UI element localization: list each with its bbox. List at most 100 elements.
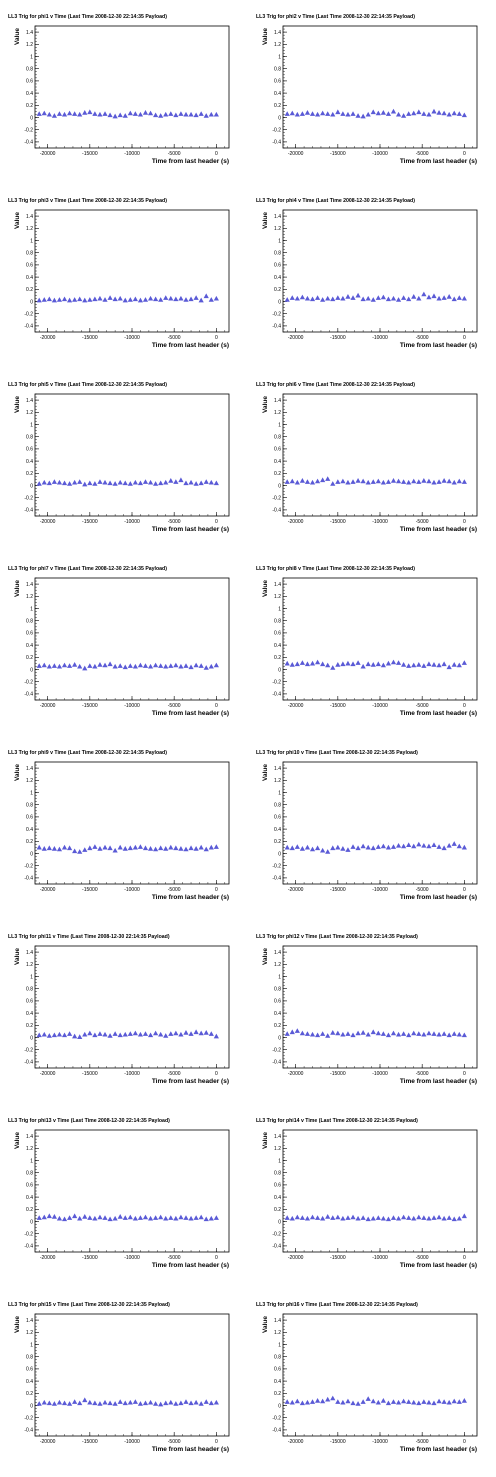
- y-tick-label: -0.4: [272, 140, 281, 146]
- y-tick-label: 0.2: [274, 287, 281, 293]
- y-tick-label: 0.6: [26, 79, 33, 85]
- y-tick-label: 0.2: [26, 1023, 33, 1029]
- x-tick-label: -15000: [330, 703, 346, 709]
- data-point: [289, 662, 295, 667]
- data-point: [365, 661, 371, 667]
- data-point: [365, 1031, 371, 1037]
- x-tick-label: -5000: [168, 151, 181, 157]
- data-point: [178, 1400, 184, 1406]
- y-tick-label: -0.2: [272, 1232, 281, 1238]
- data-point: [46, 845, 52, 851]
- data-point: [294, 661, 300, 667]
- data-point: [61, 480, 68, 486]
- x-tick-label: -10000: [124, 335, 140, 341]
- data-point: [284, 111, 290, 116]
- data-point: [375, 1215, 381, 1220]
- y-tick-label: 1.2: [26, 594, 33, 600]
- y-tick-label: 0.4: [274, 643, 281, 649]
- y-tick-label: 0.6: [26, 1367, 33, 1373]
- data-point: [385, 1400, 392, 1406]
- x-tick-label: -20000: [40, 151, 56, 157]
- y-tick-label: 0.4: [26, 1011, 33, 1017]
- x-tick-label: -10000: [372, 887, 388, 893]
- y-tick-label: 0.6: [26, 815, 33, 821]
- data-point: [451, 662, 457, 667]
- data-point: [72, 111, 78, 116]
- data-point: [390, 295, 397, 301]
- data-point: [360, 1215, 366, 1220]
- data-point: [395, 1215, 402, 1221]
- y-tick-label: 1.2: [274, 1330, 281, 1336]
- data-point: [56, 846, 63, 852]
- data-point: [193, 1215, 199, 1220]
- data-point: [203, 113, 209, 118]
- y-tick-label: 0.2: [274, 655, 281, 661]
- data-point: [431, 1031, 437, 1036]
- data-point: [51, 1032, 57, 1038]
- chart-svg: -0.4 -0.2 0 0.2 0.4 0.6 0.8 1 1.2 1.4 -20000 -15000…: [262, 209, 478, 349]
- x-tick-label: 0: [215, 703, 218, 709]
- data-point: [208, 663, 214, 669]
- data-point: [107, 112, 113, 118]
- data-point: [294, 844, 300, 849]
- data-point: [188, 296, 194, 302]
- data-point: [102, 111, 108, 116]
- y-tick-label: 0.8: [274, 251, 281, 257]
- data-point: [309, 1031, 316, 1037]
- x-tick-label: 0: [463, 519, 466, 525]
- y-tick-label: 0.4: [26, 1379, 33, 1385]
- y-tick-label: 0: [278, 1035, 281, 1041]
- data-point: [395, 1031, 402, 1037]
- data-point: [41, 1031, 47, 1037]
- data-point: [122, 846, 128, 851]
- x-axis-title: Time from last header (s): [400, 710, 477, 717]
- y-tick-label: 1: [30, 606, 33, 612]
- data-point: [66, 663, 73, 668]
- y-tick-label: -0.4: [272, 508, 281, 514]
- chart-panel: LL3 Trig for phi6 v Time (Last Time 2008…: [256, 382, 496, 557]
- data-point: [406, 296, 412, 302]
- data-point: [330, 111, 336, 117]
- data-point: [416, 295, 422, 301]
- data-point: [132, 663, 138, 669]
- y-tick-label: 1.4: [274, 950, 281, 956]
- y-tick-label: 0.8: [26, 251, 33, 257]
- data-point: [137, 1215, 144, 1220]
- y-tick-label: 0.6: [274, 1183, 281, 1189]
- plot-frame: [34, 209, 230, 333]
- data-point: [142, 1400, 149, 1406]
- data-point: [411, 1215, 417, 1221]
- data-point: [345, 1398, 351, 1404]
- data-point: [380, 662, 386, 668]
- data-point: [66, 1215, 73, 1220]
- y-tick-label: -0.4: [272, 324, 281, 330]
- data-point: [401, 113, 407, 118]
- x-tick-label: -20000: [288, 1255, 304, 1261]
- data-point: [56, 297, 63, 302]
- data-point: [446, 664, 452, 670]
- data-point: [173, 296, 179, 302]
- chart-title: LL3 Trig for phi13 v Time (Last Time 200…: [8, 1118, 170, 1124]
- data-point: [299, 1215, 305, 1220]
- data-point: [345, 111, 351, 117]
- data-point: [335, 1399, 341, 1404]
- chart-panel: LL3 Trig for phi12 v Time (Last Time 200…: [256, 934, 496, 1109]
- data-point: [395, 478, 402, 484]
- data-point: [102, 1399, 108, 1405]
- data-point: [370, 1398, 376, 1404]
- data-point: [335, 479, 341, 484]
- data-point: [309, 846, 316, 852]
- data-point: [426, 661, 432, 667]
- y-axis-title: Value: [262, 764, 269, 781]
- data-point: [411, 662, 417, 668]
- data-point: [461, 1213, 467, 1219]
- data-point: [183, 297, 189, 302]
- y-tick-label: -0.2: [24, 1048, 33, 1054]
- data-point: [142, 1031, 149, 1036]
- x-tick-label: -5000: [168, 519, 181, 525]
- data-point: [153, 846, 159, 852]
- data-point: [320, 1031, 326, 1036]
- x-tick-label: -20000: [40, 887, 56, 893]
- y-axis-title: Value: [262, 1132, 269, 1149]
- y-tick-label: 0.2: [274, 471, 281, 477]
